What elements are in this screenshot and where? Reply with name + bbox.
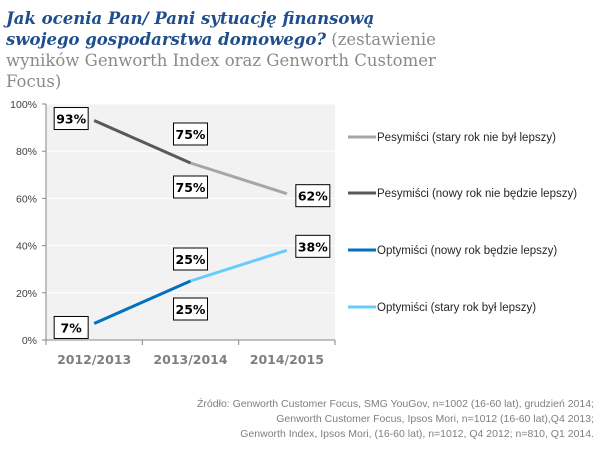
data-label-box bbox=[295, 184, 331, 208]
data-label: 75% bbox=[176, 127, 206, 142]
data-label-box bbox=[173, 297, 208, 321]
data-label: 25% bbox=[176, 302, 206, 317]
data-label-box bbox=[53, 107, 89, 131]
title-question: Jak ocenia Pan/ Pani sytuację finansową … bbox=[6, 9, 375, 49]
y-tick-label: 40% bbox=[16, 241, 37, 253]
source-line-1: Źródło: Genworth Customer Focus, SMG You… bbox=[197, 398, 594, 410]
series-line bbox=[93, 279, 192, 325]
y-tick-label: 0% bbox=[22, 335, 37, 347]
data-label: 38% bbox=[298, 239, 328, 254]
x-tick-label: 2013/2014 bbox=[153, 352, 227, 367]
line-chart: 0% 20% 40% 60% 80% 100% 2012/2013 2013/2014 2014… bbox=[10, 99, 577, 367]
data-label: 7% bbox=[61, 320, 83, 335]
source-line-3: Genworth Index, Ipsos Mori, (16-60 lat),… bbox=[240, 428, 594, 440]
legend-label: Pesymiści (stary rok nie był lepszy) bbox=[377, 132, 556, 144]
source-line-2: Genworth Customer Focus, Ipsos Mori, n=1… bbox=[276, 413, 594, 425]
data-label-box bbox=[173, 175, 208, 199]
y-tick-label: 80% bbox=[16, 146, 37, 158]
legend-label: Optymiści (nowy rok będzie lepszy) bbox=[377, 245, 557, 257]
series-line bbox=[190, 161, 288, 196]
y-tick-label: 20% bbox=[16, 288, 37, 300]
y-tick-label: 60% bbox=[16, 193, 37, 205]
data-label-box bbox=[53, 315, 89, 339]
chart-title: Jak ocenia Pan/ Pani sytuację finansową … bbox=[6, 8, 446, 92]
source-note: Źródło: Genworth Customer Focus, SMG You… bbox=[174, 397, 594, 442]
data-label-box bbox=[173, 122, 208, 146]
title-subtitle: (zestawienie wyników Genworth Index oraz… bbox=[6, 30, 436, 91]
x-tick-label: 2012/2013 bbox=[57, 352, 131, 367]
y-tick-label: 100% bbox=[10, 99, 37, 111]
data-label: 75% bbox=[176, 180, 206, 195]
x-tick-label: 2014/2015 bbox=[250, 352, 324, 367]
data-label: 62% bbox=[298, 189, 328, 204]
legend-label: Pesymiści (nowy rok nie będzie lepszy) bbox=[377, 188, 577, 200]
data-label: 93% bbox=[56, 112, 86, 127]
series-line bbox=[93, 119, 192, 165]
data-label-box bbox=[295, 234, 331, 258]
data-label-box bbox=[173, 247, 208, 271]
data-label: 25% bbox=[176, 252, 206, 267]
series-line bbox=[190, 248, 288, 283]
legend-label: Optymiści (stary rok był lepszy) bbox=[377, 302, 536, 314]
